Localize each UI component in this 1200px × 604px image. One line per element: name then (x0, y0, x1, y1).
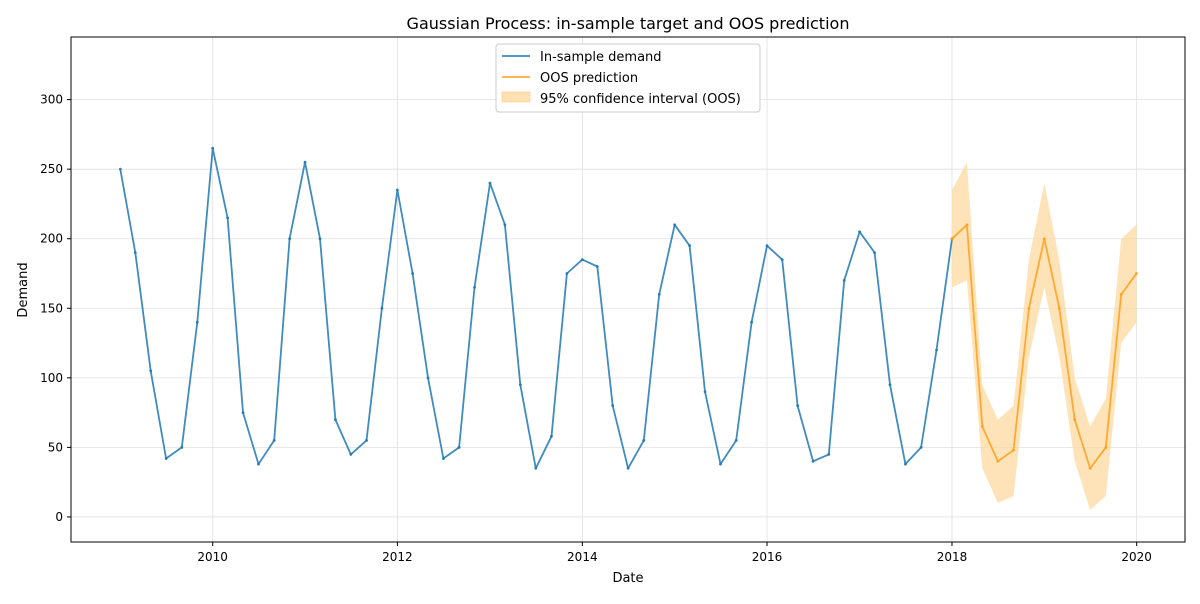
legend: In-sample demand OOS prediction 95% conf… (495, 43, 761, 113)
data-point-in-sample (288, 237, 292, 241)
series-layer (118, 146, 1138, 470)
data-point-in-sample (442, 457, 445, 460)
data-point-in-sample (257, 462, 260, 466)
data-point-in-sample (534, 466, 538, 470)
data-point-in-sample (318, 237, 322, 241)
data-point-in-sample (333, 418, 337, 421)
plot-frame (70, 36, 1186, 543)
data-point-in-sample (241, 411, 245, 415)
data-point-in-sample (149, 369, 153, 373)
data-point-in-sample (765, 244, 769, 248)
data-point-oos (1012, 448, 1015, 452)
data-point-in-sample (488, 181, 492, 185)
data-point-in-sample (811, 459, 815, 463)
y-tick-label: 150 (40, 301, 63, 315)
data-point-in-sample (164, 457, 168, 460)
legend-label-in-sample: In-sample demand (540, 50, 662, 65)
data-point-in-sample (565, 272, 569, 275)
data-point-in-sample (133, 251, 137, 255)
y-tick-label: 0 (55, 510, 63, 524)
y-tick-label: 50 (48, 440, 63, 454)
data-point-in-sample (703, 390, 707, 394)
data-point-in-sample (626, 466, 630, 470)
data-point-in-sample (827, 452, 831, 456)
data-point-in-sample (888, 383, 892, 387)
confidence-band-oos (952, 162, 1137, 510)
data-point-oos (1088, 466, 1092, 470)
data-point-in-sample (734, 439, 738, 442)
data-point-oos (1119, 292, 1123, 296)
y-axis-label: Demand (16, 262, 31, 317)
data-point-oos (980, 425, 984, 428)
data-point-in-sample (226, 216, 230, 220)
data-point-in-sample (858, 230, 862, 234)
x-axis-label: Date (612, 571, 643, 586)
data-point-in-sample (673, 223, 677, 227)
data-point-in-sample (303, 160, 307, 164)
x-tick-label: 2014 (567, 550, 598, 564)
data-point-in-sample (518, 383, 522, 387)
data-point-in-sample (873, 251, 876, 255)
x-tick-label: 2010 (197, 550, 228, 564)
data-point-in-sample (935, 348, 938, 352)
axis-layer: 2010 2012 2014 2016 2018 2020 0 50 100 150 200 250 3… (40, 93, 1152, 564)
data-point-in-sample (688, 244, 692, 248)
x-tick-label: 2018 (937, 550, 968, 564)
data-point-in-sample (780, 258, 784, 261)
data-point-in-sample (118, 167, 122, 171)
data-point-in-sample (719, 462, 722, 466)
data-point-in-sample (550, 434, 553, 438)
data-point-in-sample (365, 439, 368, 442)
data-point-oos (1027, 306, 1031, 310)
data-point-in-sample (595, 265, 599, 268)
legend-box (495, 43, 761, 113)
data-point-in-sample (473, 286, 476, 289)
data-point-in-sample (180, 445, 184, 449)
y-tick-label: 300 (40, 93, 63, 107)
data-point-in-sample (411, 272, 414, 275)
data-point-in-sample (842, 279, 846, 282)
data-point-in-sample (503, 223, 507, 227)
data-point-oos (950, 237, 954, 241)
legend-patch-ci (501, 91, 531, 103)
y-tick-label: 250 (40, 162, 63, 176)
data-point-in-sample (457, 445, 461, 449)
data-point-oos (1042, 237, 1046, 241)
confidence-band-layer (952, 162, 1137, 510)
data-point-in-sample (750, 320, 753, 324)
data-point-oos (1104, 445, 1108, 449)
data-point-in-sample (349, 452, 353, 456)
data-point-in-sample (919, 445, 923, 449)
legend-label-oos: OOS prediction (540, 71, 638, 86)
data-point-in-sample (395, 188, 399, 192)
data-point-in-sample (904, 462, 907, 466)
data-point-in-sample (796, 404, 800, 408)
data-point-oos (1135, 272, 1138, 275)
chart-title: Gaussian Process: in-sample target and O… (407, 14, 850, 33)
data-point-in-sample (657, 292, 661, 296)
data-point-oos (1057, 306, 1061, 310)
x-tick-label: 2016 (752, 550, 783, 564)
x-tick-label: 2012 (382, 550, 413, 564)
data-point-in-sample (272, 439, 276, 442)
y-tick-label: 200 (40, 232, 63, 246)
data-point-oos (965, 223, 969, 227)
data-point-oos (996, 459, 1000, 463)
data-point-in-sample (642, 439, 646, 442)
x-tick-label: 2020 (1121, 550, 1152, 564)
data-point-in-sample (426, 376, 430, 380)
data-point-in-sample (380, 306, 384, 310)
y-tick-label: 100 (40, 371, 63, 385)
data-point-in-sample (211, 146, 215, 150)
legend-label-ci: 95% confidence interval (OOS) (540, 92, 741, 107)
data-point-in-sample (580, 258, 584, 261)
data-point-in-sample (611, 404, 615, 408)
data-point-oos (1073, 418, 1077, 421)
data-point-in-sample (195, 320, 199, 324)
